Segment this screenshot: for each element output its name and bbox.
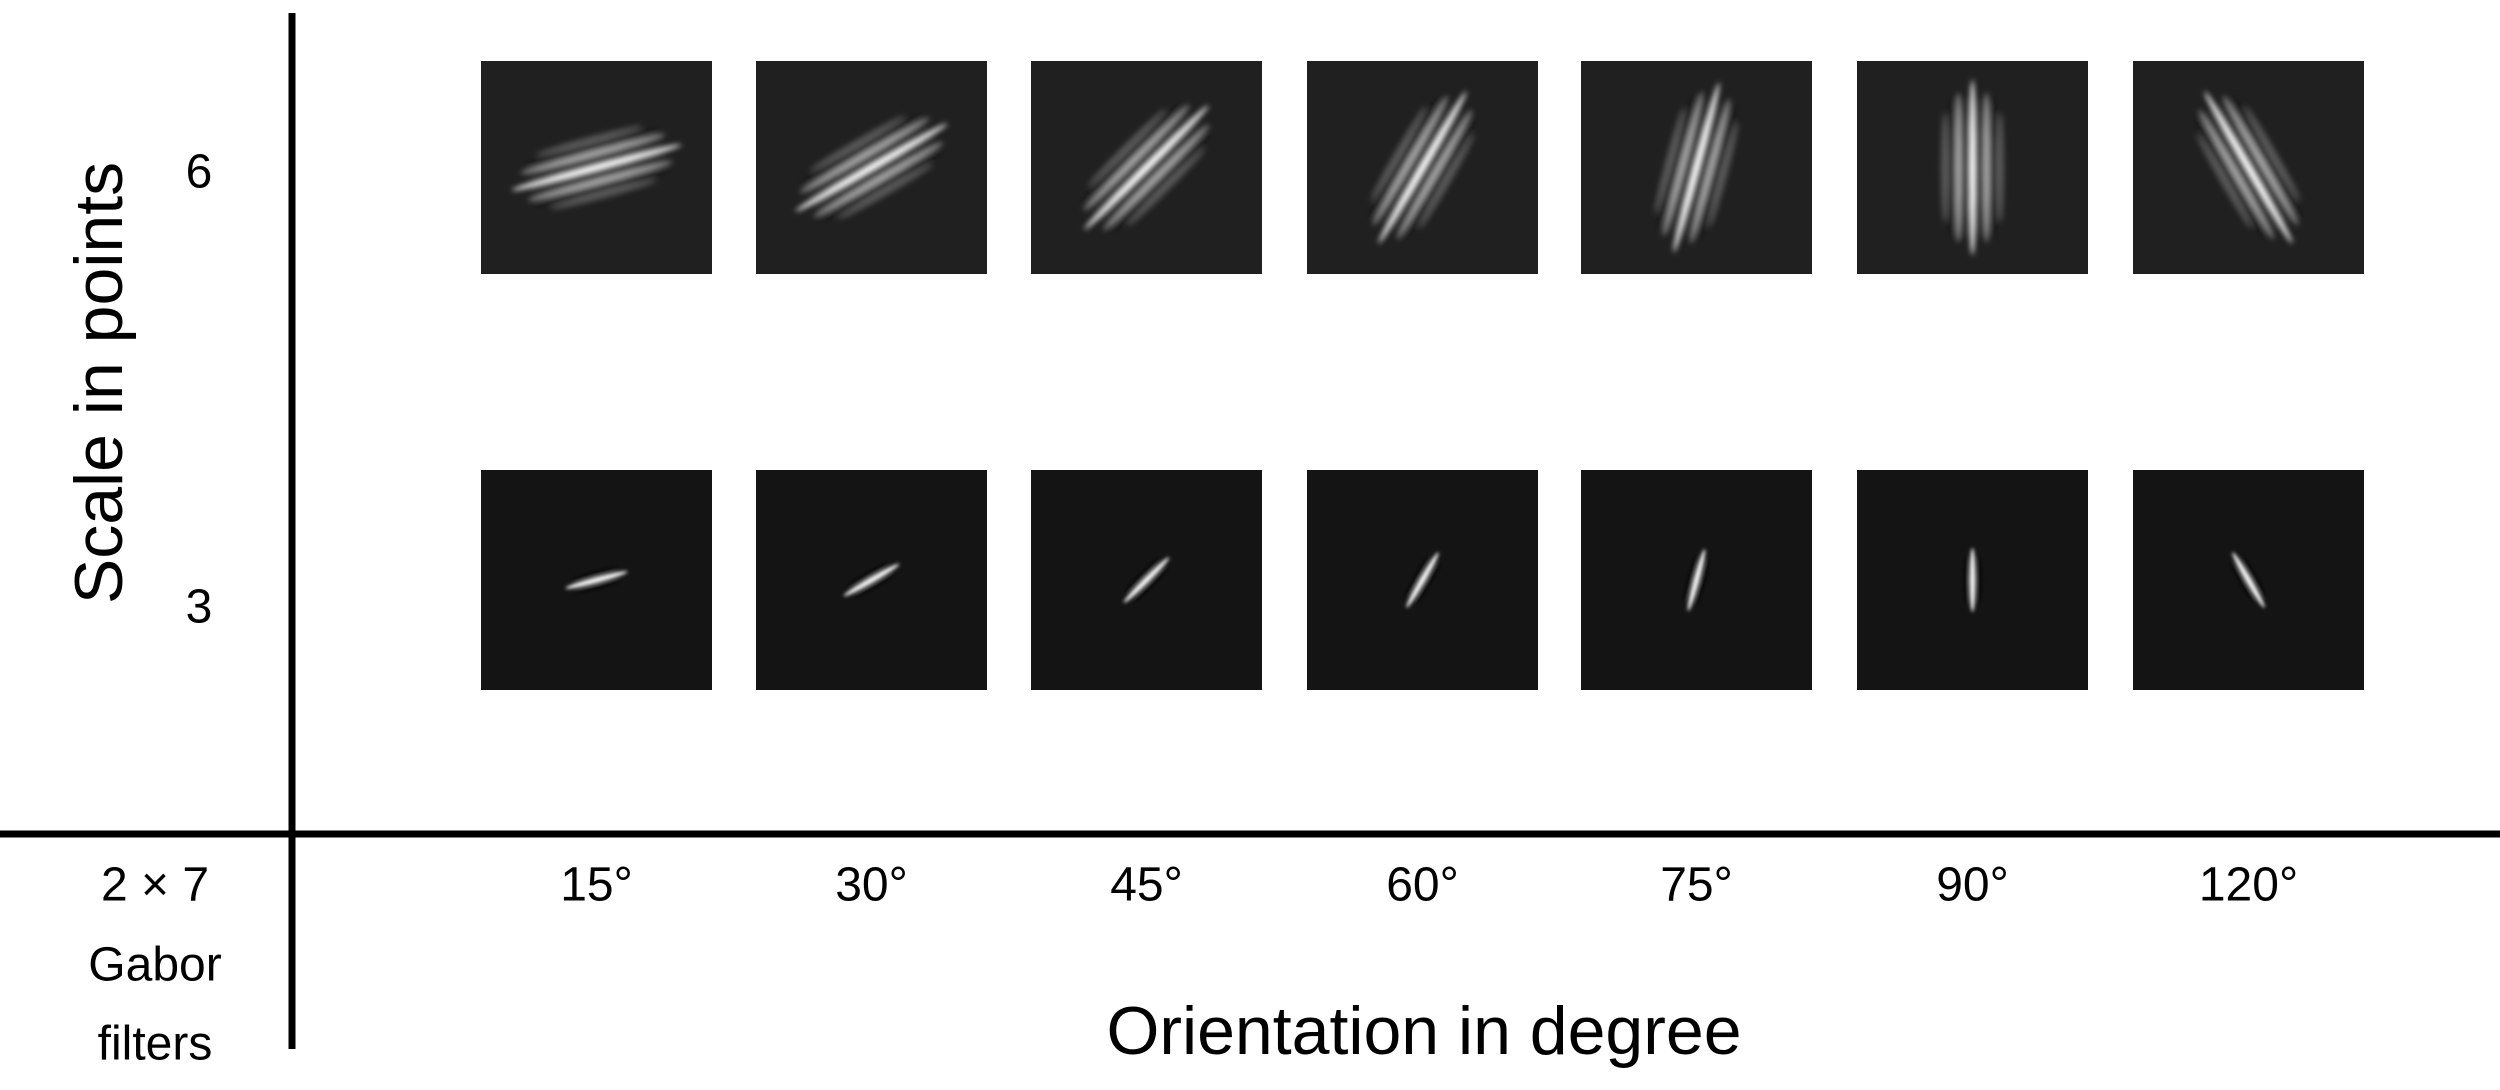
gabor-filter-image bbox=[481, 61, 712, 274]
scale-label: 3 bbox=[186, 581, 213, 634]
gabor-filter-image bbox=[1307, 470, 1538, 690]
orientation-label: 120° bbox=[2199, 859, 2298, 912]
x-axis-title: Orientation in degree bbox=[1106, 993, 1741, 1069]
gabor-filter-image bbox=[1581, 470, 1812, 690]
gabor-filter-image bbox=[1857, 470, 2088, 690]
gabor-filter-image bbox=[1031, 470, 1262, 690]
orientation-labels: 15° 30° 45° 60° 75° 90° 120° bbox=[560, 859, 2298, 912]
corner-label-line: Gabor bbox=[88, 939, 221, 992]
filter-grid bbox=[481, 61, 2364, 690]
orientation-label: 30° bbox=[835, 859, 908, 912]
gabor-filter-image bbox=[481, 470, 712, 690]
corner-label: 2 × 7 Gabor filters bbox=[88, 859, 221, 1071]
gabor-filter-image bbox=[756, 470, 987, 690]
corner-label-line: filters bbox=[98, 1018, 213, 1071]
gabor-filter-image bbox=[1307, 61, 1538, 274]
orientation-label: 90° bbox=[1936, 859, 2009, 912]
orientation-label: 75° bbox=[1660, 859, 1733, 912]
orientation-label: 45° bbox=[1110, 859, 1183, 912]
gabor-filter-image bbox=[756, 61, 987, 274]
gabor-filter-image bbox=[2133, 470, 2364, 690]
orientation-label: 60° bbox=[1386, 859, 1459, 912]
gabor-filter-image bbox=[2133, 61, 2364, 274]
y-axis-title: Scale in points bbox=[61, 162, 137, 604]
gabor-filter-image bbox=[1031, 61, 1262, 274]
scale-labels: 63 bbox=[186, 146, 213, 634]
gabor-filter-image bbox=[1857, 61, 2088, 274]
scale-label: 6 bbox=[186, 146, 213, 199]
gabor-filter-image bbox=[1581, 61, 1812, 274]
corner-label-line: 2 × 7 bbox=[101, 859, 209, 912]
orientation-label: 15° bbox=[560, 859, 633, 912]
